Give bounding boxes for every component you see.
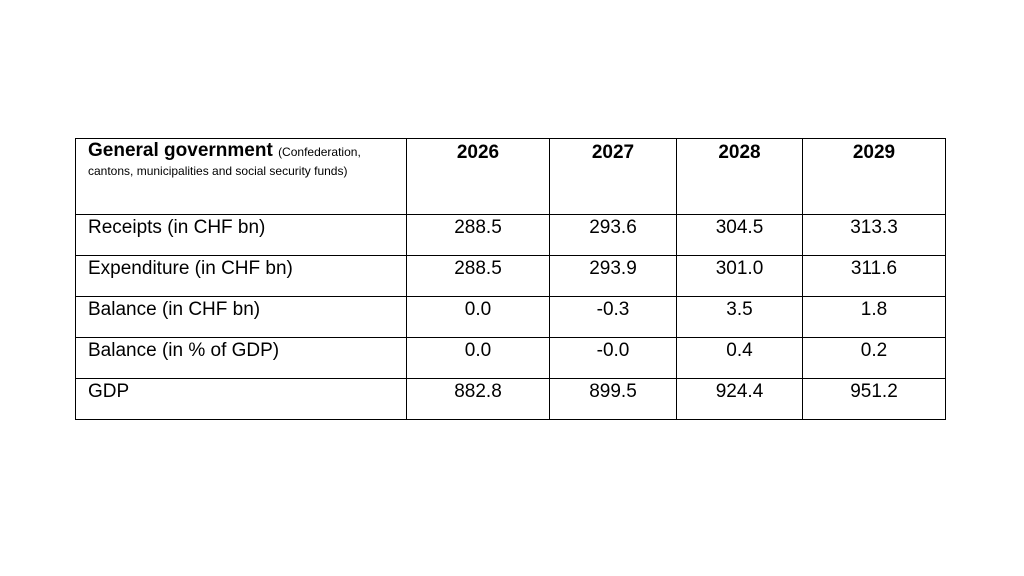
row-label: Expenditure (in CHF bn) bbox=[75, 255, 407, 297]
cell-value: 3.5 bbox=[676, 296, 803, 338]
row-balance-gdp-pct: Balance (in % of GDP) 0.0 -0.0 0.4 0.2 bbox=[75, 337, 946, 379]
cell-value: 288.5 bbox=[406, 255, 550, 297]
cell-value: 924.4 bbox=[676, 378, 803, 420]
header-label-cell: General government (Confederation, canto… bbox=[75, 138, 407, 215]
cell-value: 293.9 bbox=[549, 255, 677, 297]
cell-value: 899.5 bbox=[549, 378, 677, 420]
row-expenditure: Expenditure (in CHF bn) 288.5 293.9 301.… bbox=[75, 255, 946, 297]
row-label: Balance (in % of GDP) bbox=[75, 337, 407, 379]
general-government-table: General government (Confederation, canto… bbox=[75, 138, 946, 420]
cell-value: 0.2 bbox=[802, 337, 946, 379]
row-label: GDP bbox=[75, 378, 407, 420]
cell-value: 288.5 bbox=[406, 214, 550, 256]
cell-value: 304.5 bbox=[676, 214, 803, 256]
cell-value: -0.3 bbox=[549, 296, 677, 338]
table-header-row: General government (Confederation, canto… bbox=[75, 138, 946, 215]
cell-value: 311.6 bbox=[802, 255, 946, 297]
header-year-2027: 2027 bbox=[549, 138, 677, 215]
row-receipts: Receipts (in CHF bn) 288.5 293.6 304.5 3… bbox=[75, 214, 946, 256]
row-balance-chf: Balance (in CHF bn) 0.0 -0.3 3.5 1.8 bbox=[75, 296, 946, 338]
row-label: Receipts (in CHF bn) bbox=[75, 214, 407, 256]
header-title: General government bbox=[88, 140, 273, 161]
cell-value: -0.0 bbox=[549, 337, 677, 379]
header-year-2029: 2029 bbox=[802, 138, 946, 215]
cell-value: 0.0 bbox=[406, 296, 550, 338]
header-year-2026: 2026 bbox=[406, 138, 550, 215]
cell-value: 313.3 bbox=[802, 214, 946, 256]
header-year-2028: 2028 bbox=[676, 138, 803, 215]
cell-value: 0.0 bbox=[406, 337, 550, 379]
header-subtitle: (Confederation, cantons, municipalities … bbox=[88, 145, 361, 178]
row-label: Balance (in CHF bn) bbox=[75, 296, 407, 338]
cell-value: 293.6 bbox=[549, 214, 677, 256]
row-gdp: GDP 882.8 899.5 924.4 951.2 bbox=[75, 378, 946, 420]
cell-value: 0.4 bbox=[676, 337, 803, 379]
cell-value: 1.8 bbox=[802, 296, 946, 338]
cell-value: 882.8 bbox=[406, 378, 550, 420]
cell-value: 951.2 bbox=[802, 378, 946, 420]
cell-value: 301.0 bbox=[676, 255, 803, 297]
